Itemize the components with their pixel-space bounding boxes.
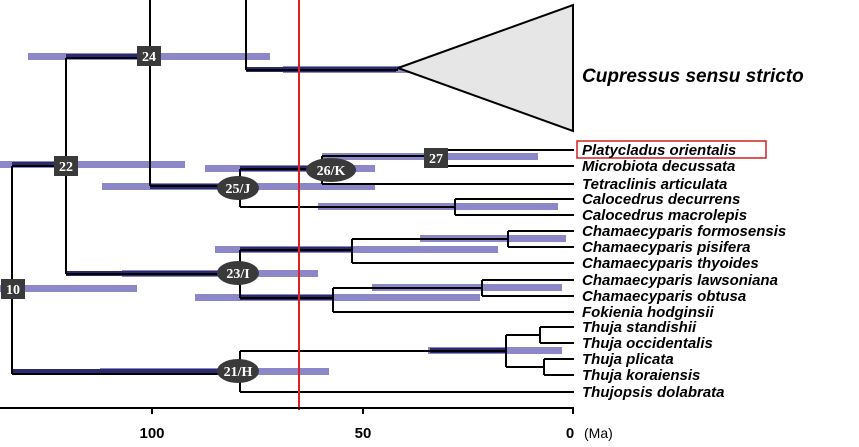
taxon-label: Chamaecyparis thyoides [582,255,759,272]
axis-unit-label: (Ma) [584,425,613,441]
svg-text:22: 22 [59,160,73,175]
node-badge-25-j: 25/J [217,176,259,200]
collapsed-clade-label: Cupressus sensu stricto [582,66,804,87]
node-badge-23-i: 23/I [217,261,259,285]
svg-text:10: 10 [6,283,20,298]
taxon-label: Thuja plicata [582,351,674,368]
hpd-bar-dark-segments [12,54,506,374]
node-badge-27: 27 [424,148,448,168]
taxon-label: Tetraclinis articulata [582,176,727,193]
svg-text:21/H: 21/H [224,365,253,380]
svg-text:25/J: 25/J [226,182,251,197]
taxon-label: Thuja occidentalis [582,335,713,352]
axis-tick-label: 50 [355,425,372,442]
axis-tick-label: 0 [566,425,574,442]
taxon-label: Platycladus orientalis [582,142,736,159]
taxon-label: Chamaecyparis pisifera [582,239,750,256]
collapsed-clade-triangle [395,3,574,133]
axis-tick-label: 100 [139,425,164,442]
node-badges: 24 22 10 27 26/K 25/J 23/I 21/H [1,46,448,383]
taxon-label: Fokienia hodginsii [582,304,715,321]
hpd-bar [0,161,185,168]
node-badge-10: 10 [1,279,25,299]
taxon-label: Calocedrus macrolepis [582,207,747,224]
hpd-bar-dark [12,369,240,374]
taxon-label: Calocedrus decurrens [582,191,740,208]
taxon-label: Chamaecyparis lawsoniana [582,272,778,289]
svg-text:23/I: 23/I [226,267,249,282]
time-axis: 100 50 0 (Ma) [0,407,613,442]
svg-text:24: 24 [142,50,156,65]
node-badge-26-k: 26/K [306,158,356,182]
tree-branches [11,0,574,393]
highlight-box [576,140,767,159]
node-badge-21-h: 21/H [217,359,259,383]
taxon-label: Thujopsis dolabrata [582,384,725,401]
hpd-bar [195,294,480,301]
svg-text:26/K: 26/K [317,164,346,179]
taxon-labels: Platycladus orientalis Microbiota decuss… [582,142,786,401]
node-badge-22: 22 [54,156,78,176]
taxon-label: Microbiota decussata [582,158,735,175]
taxon-label: Thuja koraiensis [582,367,700,384]
node-badge-24: 24 [137,46,161,66]
taxon-label: Chamaecyparis formosensis [582,223,786,240]
hpd-bar-dark [66,54,148,59]
hpd-bar-dark [12,162,64,167]
hpd-bar [215,246,498,253]
taxon-label: Thuja standishii [582,319,697,336]
hpd-bar [0,285,137,292]
taxon-label: Chamaecyparis obtusa [582,288,746,305]
svg-text:27: 27 [429,152,443,167]
